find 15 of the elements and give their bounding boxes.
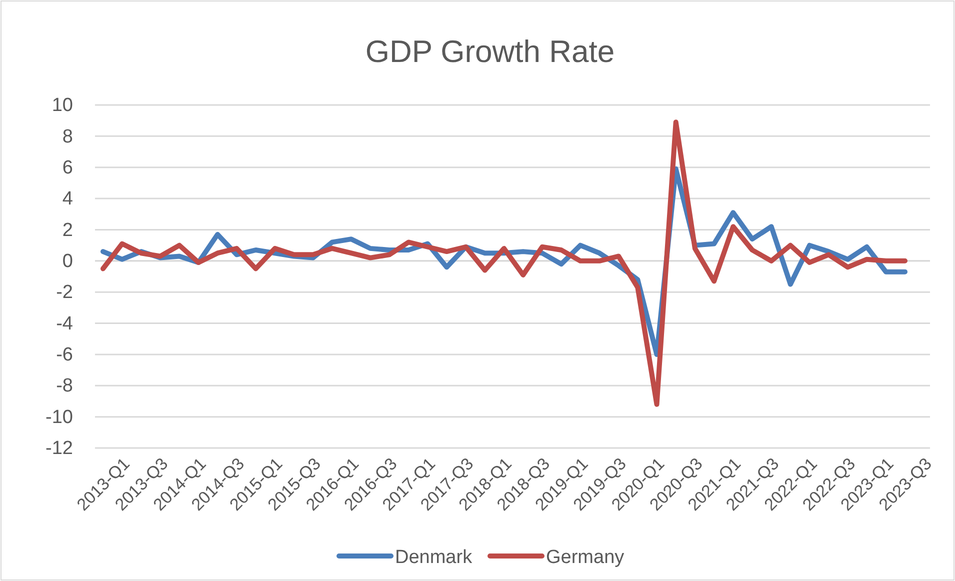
y-tick-label: 0 <box>62 250 73 272</box>
y-tick-label: -10 <box>46 406 73 428</box>
y-tick-label: 2 <box>62 220 73 241</box>
y-tick-label: -2 <box>56 282 73 304</box>
y-tick-label: -6 <box>56 344 73 366</box>
y-tick-label: 6 <box>62 157 73 178</box>
legend-label: Germany <box>546 547 625 568</box>
y-tick-label: -12 <box>46 438 73 460</box>
legend-label: Denmark <box>395 547 473 568</box>
chart-title: GDP Growth Rate <box>365 34 615 69</box>
y-tick-label: -8 <box>56 376 73 397</box>
y-tick-label: 8 <box>62 126 73 148</box>
y-tick-label: 4 <box>62 188 74 210</box>
y-tick-label: -4 <box>56 313 74 334</box>
y-tick-label: 10 <box>52 95 73 116</box>
